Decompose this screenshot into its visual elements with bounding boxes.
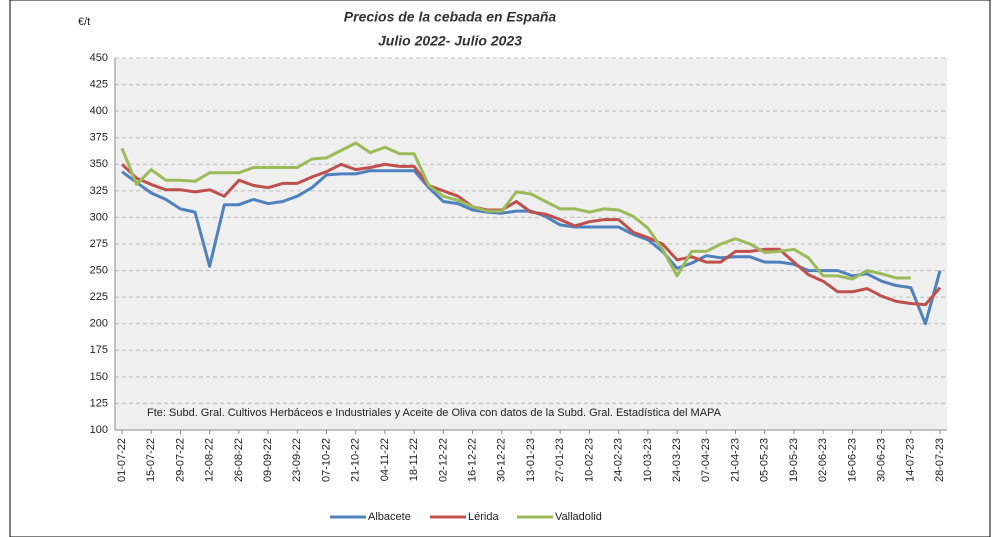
y-tick-label: 100	[90, 424, 108, 436]
y-tick-label: 325	[90, 185, 108, 197]
x-tick-label: 04-11-22	[379, 438, 391, 481]
source-note: Fte: Subd. Gral. Cultivos Herbáceos e In…	[147, 407, 722, 419]
series-line	[120, 162, 942, 307]
x-tick-label: 10-02-23	[583, 438, 595, 482]
x-tick-label: 16-06-23	[846, 438, 858, 482]
x-tick-label: 16-12-22	[466, 438, 478, 482]
x-tick-label: 02-12-22	[437, 438, 449, 482]
x-tick-label: 26-08-22	[233, 438, 245, 482]
x-tick-label: 27-01-23	[554, 438, 566, 482]
y-axis-label: €/t	[78, 16, 90, 28]
y-tick-label: 400	[90, 105, 108, 117]
x-tick-label: 10-03-23	[642, 438, 654, 482]
series-line	[120, 141, 911, 281]
x-tick-label: 07-04-23	[700, 438, 712, 482]
chart-title: Precios de la cebada en España	[344, 9, 557, 25]
y-tick-label: 225	[90, 291, 108, 303]
x-tick-label: 21-10-22	[350, 438, 362, 482]
x-tick-label: 05-05-23	[759, 438, 771, 482]
legend-label: Valladolid	[555, 511, 602, 523]
x-tick-label: 15-07-22	[145, 438, 157, 482]
y-tick-label: 200	[90, 318, 108, 330]
x-tick-label: 30-12-22	[496, 438, 508, 482]
x-tick-label: 21-04-23	[729, 438, 741, 482]
x-tick-label: 14-07-23	[905, 438, 917, 482]
x-tick-label: 01-07-22	[116, 438, 128, 482]
y-tick-label: 175	[90, 344, 108, 356]
x-tick-label: 29-07-22	[174, 438, 186, 482]
y-tick-label: 250	[90, 264, 108, 276]
y-tick-label: 125	[90, 397, 108, 409]
y-tick-label: 375	[90, 132, 108, 144]
x-tick-label: 24-03-23	[671, 438, 683, 482]
legend-label: Lérida	[468, 511, 499, 523]
chart-subtitle: Julio 2022- Julio 2023	[378, 33, 522, 49]
x-tick-label: 19-05-23	[788, 438, 800, 482]
x-tick-label: 12-08-22	[204, 438, 216, 482]
legend-label: Albacete	[368, 511, 411, 523]
y-tick-label: 450	[90, 52, 108, 64]
x-tick-label: 28-07-23	[934, 438, 946, 482]
y-tick-label: 350	[90, 158, 108, 170]
x-tick-label: 24-02-23	[613, 438, 625, 482]
y-tick-label: 425	[90, 78, 108, 90]
y-tick-label: 150	[90, 371, 108, 383]
x-tick-label: 23-09-22	[291, 438, 303, 482]
x-tick-label: 18-11-22	[408, 438, 420, 481]
x-tick-label: 09-09-22	[262, 438, 274, 482]
x-tick-label: 07-10-22	[320, 438, 332, 482]
x-tick-label: 30-06-23	[875, 438, 887, 482]
x-tick-label: 02-06-23	[817, 438, 829, 482]
x-tick-label: 13-01-23	[525, 438, 537, 482]
y-tick-label: 275	[90, 238, 108, 250]
y-tick-label: 300	[90, 211, 108, 223]
